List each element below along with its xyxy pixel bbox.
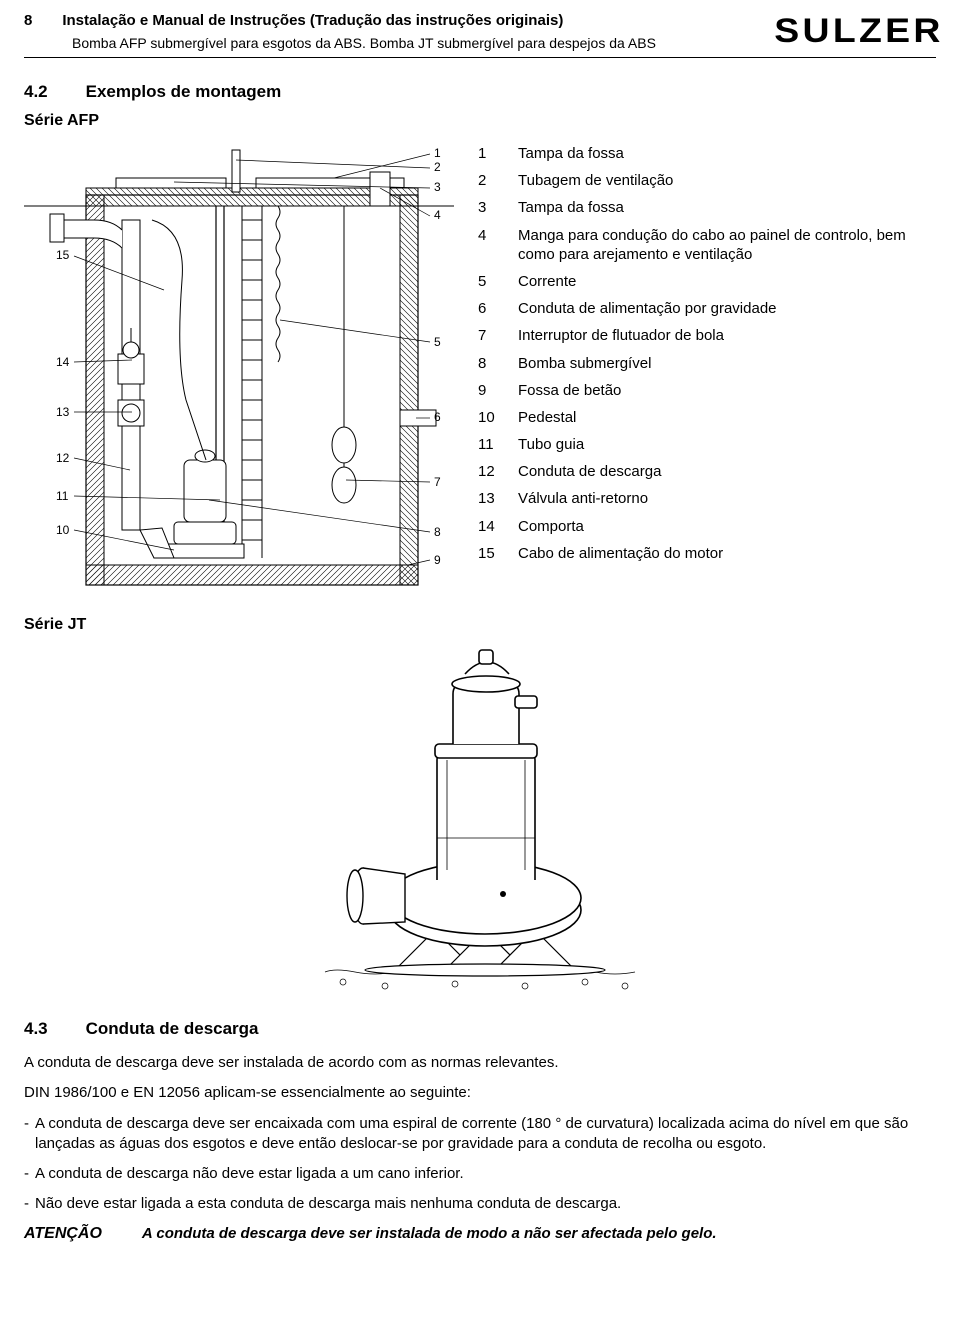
section-42-title: Exemplos de montagem (86, 82, 282, 102)
legend-n: 8 (478, 354, 500, 373)
dash-icon: - (24, 1114, 29, 1155)
legend-t: Bomba submergível (518, 354, 936, 373)
legend-n: 2 (478, 171, 500, 190)
legend-t: Pedestal (518, 408, 936, 427)
legend-row: 12 Conduta de descarga (478, 462, 936, 481)
page: 8 Instalação e Manual de Instruções (Tra… (0, 0, 960, 1267)
legend-row: 6 Conduta de alimentação por gravidade (478, 299, 936, 318)
legend-n: 15 (478, 544, 500, 563)
legend-row: 8 Bomba submergível (478, 354, 936, 373)
legend-row: 11 Tubo guia (478, 435, 936, 454)
legend-n: 3 (478, 198, 500, 217)
doc-title: Instalação e Manual de Instruções (Tradu… (62, 12, 563, 29)
callout-r1: 1 (434, 146, 441, 160)
callout-r4: 4 (434, 208, 441, 222)
legend-t: Interruptor de flutuador de bola (518, 326, 936, 345)
legend-row: 7 Interruptor de flutuador de bola (478, 326, 936, 345)
legend-row: 3 Tampa da fossa (478, 198, 936, 217)
legend-n: 11 (478, 435, 500, 454)
callout-r7: 7 (434, 475, 441, 489)
callout-r6: 6 (434, 410, 441, 424)
legend-row: 5 Corrente (478, 272, 936, 291)
legend-t: Conduta de descarga (518, 462, 936, 481)
legend-n: 7 (478, 326, 500, 345)
callout-l10: 10 (56, 523, 69, 537)
legend-row: 13 Válvula anti-retorno (478, 489, 936, 508)
callout-l13: 13 (56, 405, 69, 419)
callout-r3: 3 (434, 180, 441, 194)
section-42-heading: 4.2 Exemplos de montagem (24, 82, 936, 102)
callout-l11: 11 (56, 489, 68, 503)
legend-n: 13 (478, 489, 500, 508)
attention-text: A conduta de descarga deve ser instalada… (142, 1225, 936, 1242)
legend-row: 4 Manga para condução do cabo ao painel d… (478, 226, 936, 264)
attention-row: ATENÇÃO A conduta de descarga deve ser i… (24, 1225, 936, 1243)
legend-n: 9 (478, 381, 500, 400)
legend-n: 5 (478, 272, 500, 291)
legend-n: 10 (478, 408, 500, 427)
body-p2: DIN 1986/100 e EN 12056 aplicam-se essen… (24, 1083, 936, 1103)
legend-n: 14 (478, 517, 500, 536)
legend-n: 6 (478, 299, 500, 318)
jt-diagram-wrap (24, 640, 936, 995)
legend-t: Tubagem de ventilação (518, 171, 936, 190)
legend-n: 1 (478, 144, 500, 163)
section-43-title: Conduta de descarga (86, 1019, 259, 1039)
legend-t: Tubo guia (518, 435, 936, 454)
body-bullet-2: - A conduta de descarga não deve estar l… (24, 1164, 936, 1184)
section-43-number: 4.3 (24, 1019, 48, 1039)
attention-label: ATENÇÃO (24, 1225, 102, 1243)
legend-t: Válvula anti-retorno (518, 489, 936, 508)
body-bullet-3: - Não deve estar ligada a esta conduta d… (24, 1194, 936, 1214)
body-bullet-1: - A conduta de descarga deve ser encaixa… (24, 1114, 936, 1155)
legend-row: 15 Cabo de alimentação do motor (478, 544, 936, 563)
afp-diagram: 1 2 3 4 5 6 7 8 9 15 14 13 12 11 10 (24, 140, 454, 610)
afp-row: 1 2 3 4 5 6 7 8 9 15 14 13 12 11 10 1 Tam… (24, 140, 936, 610)
legend-row: 14 Comporta (478, 517, 936, 536)
callout-l12: 12 (56, 451, 69, 465)
dash-icon: - (24, 1194, 29, 1214)
body-b1: A conduta de descarga deve ser encaixada… (35, 1114, 936, 1155)
callout-r2: 2 (434, 160, 441, 174)
series-jt-label: Série JT (24, 616, 936, 634)
legend-t: Cabo de alimentação do motor (518, 544, 936, 563)
legend-n: 12 (478, 462, 500, 481)
callout-r5: 5 (434, 335, 441, 349)
brand-logo: SULZER (774, 14, 943, 48)
jt-diagram (315, 640, 645, 995)
legend-n: 4 (478, 226, 500, 264)
legend-t: Manga para condução do cabo ao painel de… (518, 226, 936, 264)
callout-r8: 8 (434, 525, 441, 539)
legend-row: 1 Tampa da fossa (478, 144, 936, 163)
callout-l14: 14 (56, 355, 69, 369)
header-line1: 8 Instalação e Manual de Instruções (Tra… (24, 12, 656, 29)
legend-row: 2 Tubagem de ventilação (478, 171, 936, 190)
legend-t: Conduta de alimentação por gravidade (518, 299, 936, 318)
legend-t: Comporta (518, 517, 936, 536)
series-afp-label: Série AFP (24, 112, 936, 130)
dash-icon: - (24, 1164, 29, 1184)
legend-t: Tampa da fossa (518, 144, 936, 163)
page-number: 8 (24, 12, 32, 29)
doc-subtitle: Bomba AFP submergível para esgotos da AB… (72, 35, 656, 55)
body-b3: Não deve estar ligada a esta conduta de … (35, 1194, 621, 1214)
body-p1: A conduta de descarga deve ser instalada… (24, 1053, 936, 1073)
legend-row: 10 Pedestal (478, 408, 936, 427)
callout-r9: 9 (434, 553, 441, 567)
afp-legend: 1 Tampa da fossa 2 Tubagem de ventilação 3… (478, 140, 936, 571)
section-42-number: 4.2 (24, 82, 48, 102)
header-left: 8 Instalação e Manual de Instruções (Tra… (24, 12, 656, 55)
body-b2: A conduta de descarga não deve estar lig… (35, 1164, 464, 1184)
legend-t: Fossa de betão (518, 381, 936, 400)
header: 8 Instalação e Manual de Instruções (Tra… (24, 12, 936, 58)
legend-t: Tampa da fossa (518, 198, 936, 217)
legend-t: Corrente (518, 272, 936, 291)
section-43-heading: 4.3 Conduta de descarga (24, 1019, 936, 1039)
body-text: A conduta de descarga deve ser instalada… (24, 1053, 936, 1215)
callout-l15: 15 (56, 248, 69, 262)
legend-row: 9 Fossa de betão (478, 381, 936, 400)
